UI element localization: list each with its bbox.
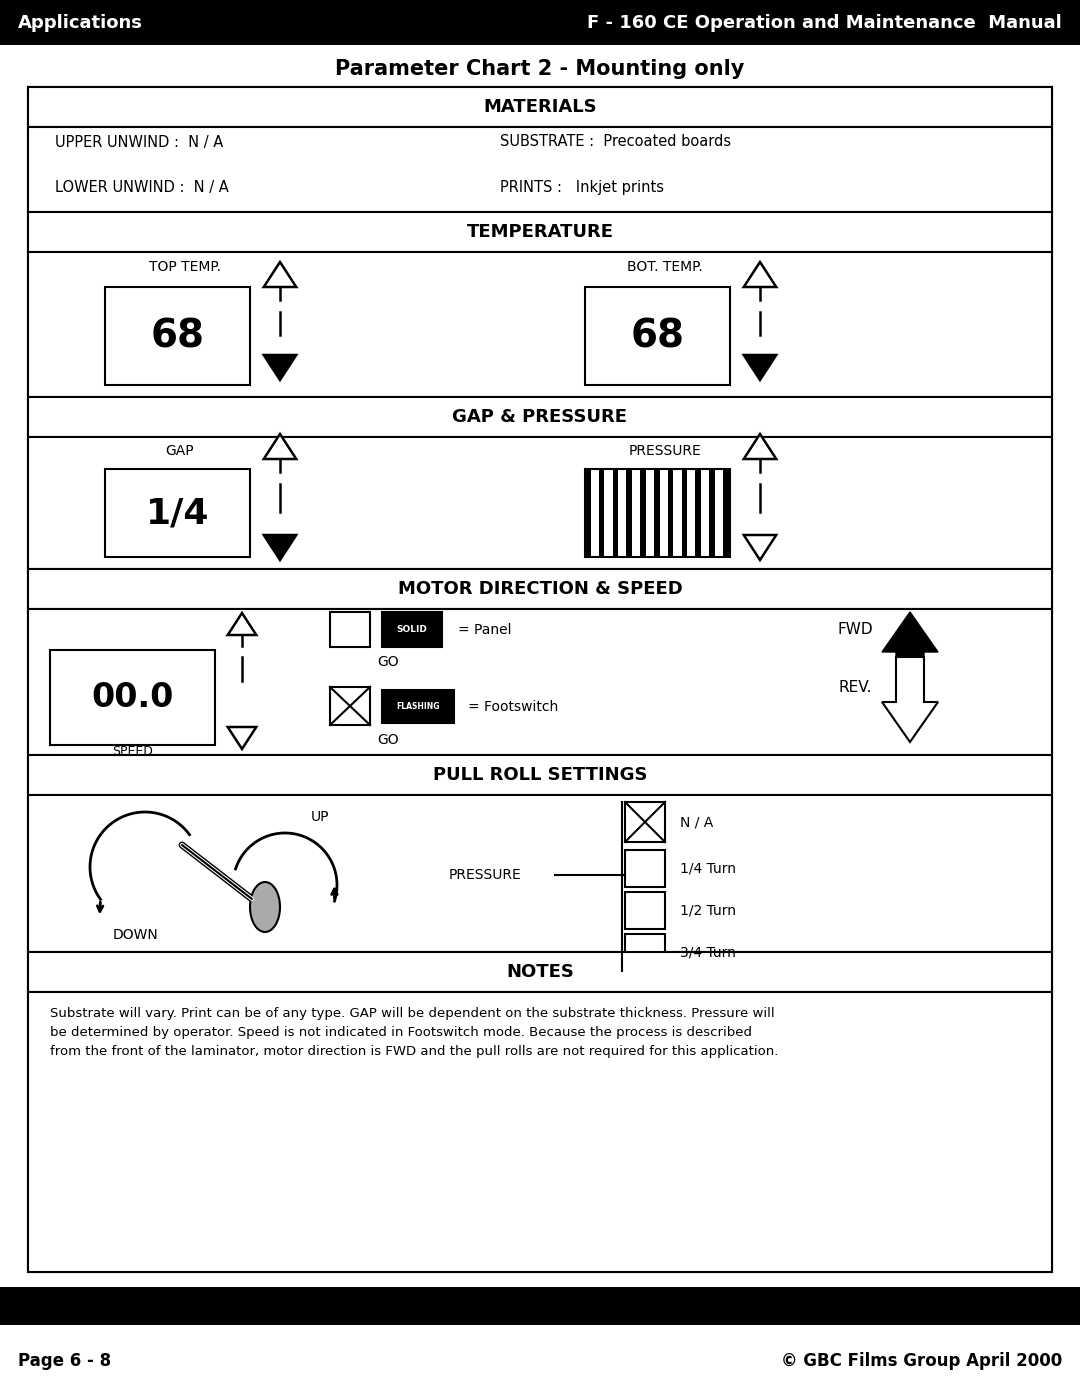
Text: NOTES: NOTES xyxy=(507,963,573,981)
Polygon shape xyxy=(744,535,777,560)
Text: Page 6 - 8: Page 6 - 8 xyxy=(18,1352,111,1370)
Bar xyxy=(625,893,665,929)
Text: 1/4 Turn: 1/4 Turn xyxy=(680,862,735,876)
Bar xyxy=(0,1287,1080,1324)
Text: Applications: Applications xyxy=(18,14,143,32)
Text: 68: 68 xyxy=(631,317,685,355)
Polygon shape xyxy=(882,612,939,703)
Bar xyxy=(681,469,687,557)
Bar xyxy=(654,469,660,557)
Text: GAP: GAP xyxy=(165,444,194,458)
Text: FLASHING: FLASHING xyxy=(396,703,440,711)
Bar xyxy=(28,992,1052,1273)
Bar xyxy=(667,469,674,557)
Polygon shape xyxy=(744,263,777,286)
Text: © GBC Films Group April 2000: © GBC Films Group April 2000 xyxy=(781,1352,1062,1370)
Text: MATERIALS: MATERIALS xyxy=(483,98,597,116)
Bar xyxy=(28,212,1052,251)
Text: Substrate will vary. Print can be of any type. GAP will be dependent on the subs: Substrate will vary. Print can be of any… xyxy=(50,1007,779,1058)
Text: SUBSTRATE :  Precoated boards: SUBSTRATE : Precoated boards xyxy=(500,134,731,149)
Text: PRESSURE: PRESSURE xyxy=(629,444,701,458)
Text: TEMPERATURE: TEMPERATURE xyxy=(467,224,613,242)
Bar xyxy=(696,469,701,557)
Text: FWD: FWD xyxy=(837,622,873,637)
Bar xyxy=(28,87,1052,127)
Text: REV.: REV. xyxy=(838,679,872,694)
Polygon shape xyxy=(264,434,296,460)
Bar xyxy=(330,687,370,725)
Text: SOLID: SOLID xyxy=(396,624,428,634)
Text: TOP TEMP.: TOP TEMP. xyxy=(149,260,221,274)
Bar xyxy=(28,397,1052,437)
Bar xyxy=(28,795,1052,951)
Bar xyxy=(28,609,1052,754)
Text: MOTOR DIRECTION & SPEED: MOTOR DIRECTION & SPEED xyxy=(397,580,683,598)
Text: LOWER UNWIND :  N / A: LOWER UNWIND : N / A xyxy=(55,179,229,194)
Text: PRINTS :   Inkjet prints: PRINTS : Inkjet prints xyxy=(500,179,664,194)
Text: UP: UP xyxy=(311,810,329,824)
Text: 3/4 Turn: 3/4 Turn xyxy=(680,946,735,960)
Bar xyxy=(28,437,1052,569)
Bar xyxy=(28,569,1052,609)
Polygon shape xyxy=(264,535,296,560)
Text: UPPER UNWIND :  N / A: UPPER UNWIND : N / A xyxy=(55,134,224,149)
Bar xyxy=(0,0,1080,45)
Text: SPEED: SPEED xyxy=(112,745,153,759)
Bar xyxy=(598,469,605,557)
Text: N / A: N / A xyxy=(680,814,713,828)
Text: 00.0: 00.0 xyxy=(92,680,174,714)
Bar xyxy=(640,469,646,557)
Bar xyxy=(382,612,442,647)
Text: GO: GO xyxy=(377,733,399,747)
Bar xyxy=(585,469,591,557)
Bar xyxy=(625,802,665,842)
Bar xyxy=(625,935,665,971)
Text: DOWN: DOWN xyxy=(112,928,158,942)
Bar xyxy=(612,469,618,557)
Bar xyxy=(28,251,1052,397)
Text: = Footswitch: = Footswitch xyxy=(468,700,558,714)
Text: F - 160 CE Operation and Maintenance  Manual: F - 160 CE Operation and Maintenance Man… xyxy=(588,14,1062,32)
Bar xyxy=(724,469,729,557)
Text: 1/4: 1/4 xyxy=(146,496,210,529)
Bar xyxy=(585,286,730,386)
Bar xyxy=(382,690,454,724)
Text: PRESSURE: PRESSURE xyxy=(448,868,522,882)
Bar xyxy=(50,650,215,745)
Bar xyxy=(28,754,1052,795)
Bar xyxy=(28,127,1052,212)
Bar xyxy=(105,469,249,557)
Bar xyxy=(710,469,715,557)
Polygon shape xyxy=(264,355,296,380)
Bar xyxy=(626,469,632,557)
Bar xyxy=(585,469,730,557)
Polygon shape xyxy=(228,613,256,636)
Text: GO: GO xyxy=(377,655,399,669)
Text: 1/2 Turn: 1/2 Turn xyxy=(680,904,735,918)
Text: 68: 68 xyxy=(150,317,204,355)
Bar xyxy=(625,849,665,887)
Text: BOT. TEMP.: BOT. TEMP. xyxy=(627,260,703,274)
Polygon shape xyxy=(228,726,256,749)
Text: PULL ROLL SETTINGS: PULL ROLL SETTINGS xyxy=(433,766,647,784)
Bar xyxy=(28,951,1052,992)
Text: = Panel: = Panel xyxy=(458,623,512,637)
Bar xyxy=(330,612,370,647)
Polygon shape xyxy=(264,263,296,286)
Bar xyxy=(28,87,1052,1273)
Text: Parameter Chart 2 - Mounting only: Parameter Chart 2 - Mounting only xyxy=(335,59,745,80)
Polygon shape xyxy=(882,657,939,742)
Polygon shape xyxy=(744,434,777,460)
Text: GAP & PRESSURE: GAP & PRESSURE xyxy=(453,408,627,426)
Ellipse shape xyxy=(249,882,280,932)
Bar xyxy=(105,286,249,386)
Polygon shape xyxy=(744,355,777,380)
